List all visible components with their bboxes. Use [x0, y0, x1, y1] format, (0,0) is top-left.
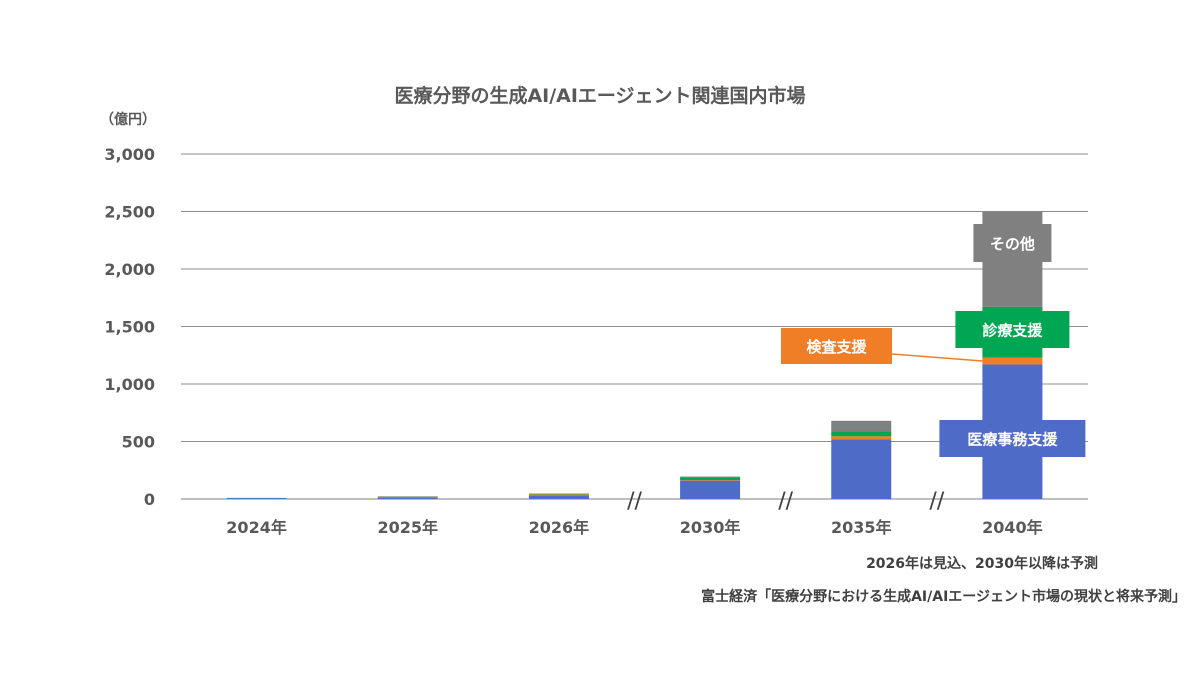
x-tick-label: 2040年 [982, 518, 1043, 537]
x-tick-label: 2025年 [377, 518, 438, 537]
bar-segment [377, 497, 438, 499]
callout-other-label: その他 [990, 235, 1035, 253]
y-tick-label: 1,000 [104, 375, 155, 394]
x-tick-label: 2026年 [529, 518, 590, 537]
x-axis-ticks: 2024年 2025年 2026年 2030年 2035年 2040年 [226, 518, 1042, 537]
x-tick-label: 2030年 [680, 518, 741, 537]
callout-exam-label: 検査支援 [806, 338, 867, 356]
bar-segment [528, 494, 589, 496]
bar-segment [680, 476, 741, 478]
bar-segment [831, 436, 892, 440]
callout-admin-label: 医療事務支援 [967, 431, 1058, 449]
axis-break-mark: // [929, 489, 944, 514]
y-tick-label: 2,500 [104, 203, 155, 222]
callout-exam-box [781, 328, 892, 364]
gridlines [181, 153, 1088, 500]
callout-exam-leader [891, 353, 983, 362]
bar-segment [226, 498, 287, 499]
x-tick-label: 2035年 [831, 518, 892, 537]
bar-segment [831, 420, 892, 432]
bar-segment [377, 496, 438, 498]
chart-title: 医療分野の生成AI/AIエージェント関連国内市場 [394, 84, 805, 107]
bar-segment [831, 439, 892, 499]
callout-admin-box [939, 420, 1086, 457]
x-tick-label: 2024年 [226, 518, 287, 537]
callout-other-box [973, 224, 1052, 262]
y-unit-label: （億円） [100, 111, 156, 128]
source-text: 富士経済「医療分野における生成AI/AIエージェント市場の現状と将来予測」 [701, 588, 1186, 605]
y-tick-label: 0 [144, 490, 155, 509]
bars [226, 211, 1043, 499]
y-axis-ticks: 0 500 1,000 1,500 2,000 2,500 3,000 [104, 145, 155, 509]
callout-diagnosis-box [955, 311, 1070, 348]
bar-segment [982, 357, 1043, 365]
bar-segment [831, 431, 892, 437]
y-tick-label: 2,000 [104, 260, 155, 279]
bar-segment [680, 480, 741, 481]
axis-break-mark: // [627, 489, 642, 514]
bar-segment [680, 477, 741, 481]
bar-segment [680, 480, 741, 499]
axis-breaks: // // // [627, 489, 945, 514]
y-tick-label: 1,500 [104, 318, 155, 337]
bar-segment [528, 495, 589, 499]
callout-diagnosis-label: 診療支援 [982, 322, 1043, 340]
axis-break-mark: // [778, 489, 793, 514]
forecast-note: 2026年は見込、2030年以降は予測 [866, 555, 1098, 572]
y-tick-label: 3,000 [104, 145, 155, 164]
y-tick-label: 500 [122, 433, 155, 452]
